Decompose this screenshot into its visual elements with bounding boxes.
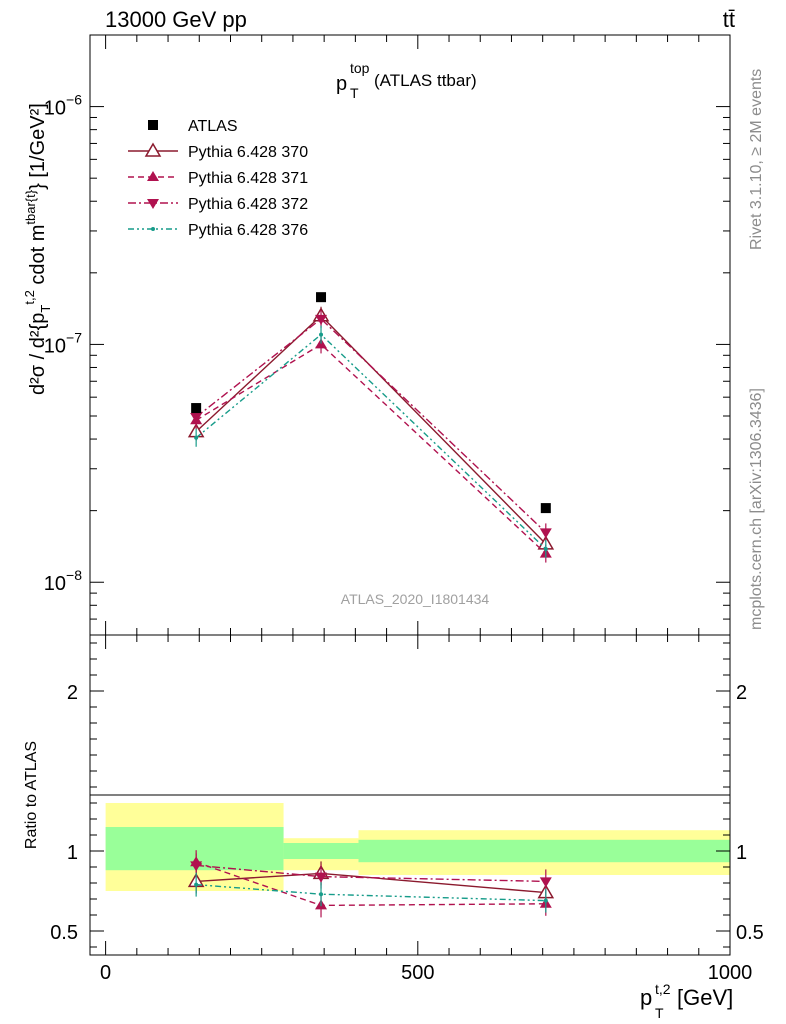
x-tick-label: 1000	[708, 962, 753, 984]
x-tick-label: 0	[100, 962, 111, 984]
ratio-point	[194, 882, 199, 887]
ratio-point	[190, 861, 203, 872]
legend-label: Pythia 6.428 376	[188, 222, 308, 239]
data-point	[190, 413, 203, 424]
data-point	[540, 503, 551, 514]
legend-marker	[148, 120, 158, 130]
ratio-panel: 0.5 0.5 1 1 2 2 0 500 1000 Ratio to ATLAS p t,2 …	[23, 634, 764, 1021]
xlabel-superscript: t,2	[655, 981, 671, 997]
legend-entry: ATLAS	[148, 118, 238, 135]
legend: ATLAS Pythia 6.428 370 Pythia 6.428 371 Pyt…	[128, 118, 308, 239]
main-y-tick-label: 10−7	[44, 329, 82, 357]
ratio-y-tick-label-right: 1	[736, 842, 747, 864]
ratio-point	[543, 898, 548, 903]
ratio-band-green	[283, 843, 359, 859]
legend-label: Pythia 6.428 372	[188, 196, 308, 213]
main-axis-ticks: 10−8 10−7 10−6	[44, 34, 731, 636]
main-plot-frame	[89, 34, 731, 636]
main-series-pythia-2	[190, 335, 552, 563]
x-tick-label: 500	[401, 962, 434, 984]
series-line	[195, 314, 547, 545]
ratio-y-tick-label-right: 0.5	[736, 922, 764, 944]
legend-marker	[147, 171, 159, 181]
title-symbol: p	[336, 73, 347, 95]
main-series-layer	[187, 292, 555, 563]
ratio-point	[319, 892, 324, 897]
legend-marker	[147, 199, 159, 209]
ratio-point	[315, 872, 328, 883]
legend-entry: Pythia 6.428 376	[128, 222, 308, 239]
series-line	[195, 343, 547, 555]
ratio-series-pythia-4	[194, 872, 548, 913]
series-line	[195, 317, 547, 533]
data-point	[543, 546, 548, 551]
xlabel-symbol: p	[640, 985, 652, 1010]
data-point	[315, 314, 328, 325]
ratio-uncertainty-bands	[105, 803, 730, 891]
title-superscript: top	[350, 60, 370, 76]
ratio-y-tick-label: 1	[67, 842, 78, 864]
data-point	[539, 528, 552, 539]
ratio-axis-ticks: 0.5 0.5 1 1 2 2 0 500 1000	[50, 635, 764, 984]
legend-entry: Pythia 6.428 370	[128, 142, 308, 161]
legend-entry: Pythia 6.428 372	[128, 196, 308, 213]
x-axis-label: p t,2 T [GeV]	[640, 981, 733, 1021]
title-suffix: (ATLAS ttbar)	[374, 71, 477, 90]
energy-label: 13000 GeV pp	[105, 7, 247, 32]
ratio-y-tick-label-right: 2	[736, 682, 747, 704]
mcplots-label: mcplots.cern.ch [arXiv:1306.3436]	[748, 388, 765, 630]
ratio-band-green	[358, 839, 730, 863]
data-point	[191, 403, 202, 414]
legend-marker	[144, 142, 162, 157]
data-point	[194, 435, 199, 440]
title-subscript: T	[350, 85, 359, 101]
process-label: tt̄	[723, 7, 735, 32]
rivet-version-label: Rivet 3.1.10, ≥ 2M events	[748, 69, 765, 250]
main-series-atlas	[191, 292, 551, 514]
ratio-ylabel: Ratio to ATLAS	[23, 741, 40, 849]
legend-entry: Pythia 6.428 371	[128, 170, 308, 187]
main-ylabel: d²σ / d²{pTt,2 cdot mtbar{t}} [1/GeV²]	[22, 103, 53, 395]
main-series-pythia-3	[190, 309, 552, 542]
ratio-plot-frame	[89, 634, 731, 956]
legend-label: ATLAS	[188, 118, 238, 135]
data-point	[319, 332, 324, 337]
main-ylabel-text: d²σ / d²{pTt,2 cdot mtbar{t}} [1/GeV²]	[22, 103, 53, 395]
main-series-pythia-4	[194, 325, 548, 558]
main-y-tick-label: 10−6	[44, 92, 82, 120]
ratio-y-tick-label: 0.5	[50, 922, 78, 944]
legend-marker	[151, 227, 155, 231]
ratio-line	[196, 883, 546, 902]
analysis-watermark: ATLAS_2020_I1801434	[341, 591, 490, 607]
ratio-y-tick-label: 2	[67, 682, 78, 704]
xlabel-subscript: T	[655, 1005, 664, 1021]
ratio-line	[196, 864, 546, 883]
ratio-series-layer	[187, 850, 555, 918]
chart-title: p top T (ATLAS ttbar)	[336, 60, 477, 101]
xlabel-suffix: [GeV]	[677, 985, 733, 1010]
main-y-tick-label: 10−8	[44, 567, 82, 595]
legend-label: Pythia 6.428 371	[188, 170, 308, 187]
legend-label: Pythia 6.428 370	[188, 144, 308, 161]
main-panel: 10−8 10−7 10−6 p top T (ATLAS ttbar) ATLAS…	[22, 34, 731, 636]
ratio-point	[539, 877, 552, 888]
main-series-pythia-1	[187, 306, 555, 553]
data-point	[316, 292, 327, 303]
